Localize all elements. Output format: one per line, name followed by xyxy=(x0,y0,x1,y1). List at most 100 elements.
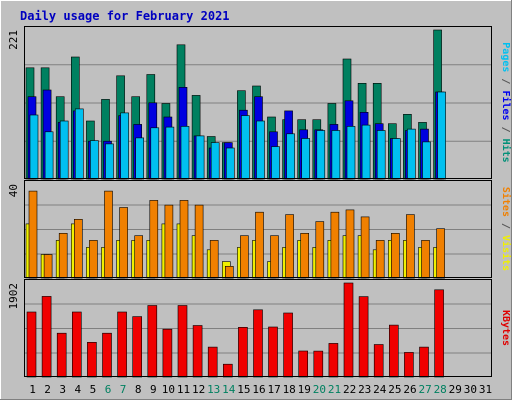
hits-bar-pages-7 xyxy=(120,112,129,180)
kbytes-bar-kbytes-24 xyxy=(373,344,384,378)
sites-bar-sites-9 xyxy=(149,200,159,279)
kbytes-bar-kbytes-27 xyxy=(419,346,429,378)
panel-kbytes-max-label: 1902 xyxy=(7,283,20,310)
x-tick-label-19: 19 xyxy=(298,383,311,396)
sites-bar-sites-7 xyxy=(119,207,128,279)
sites-bar-sites-25 xyxy=(390,233,400,279)
sites-bar-sites-22 xyxy=(345,209,355,279)
hits-bar-pages-14 xyxy=(226,147,235,180)
sites-bar-sites-5 xyxy=(89,240,98,279)
hits-bar-pages-23 xyxy=(361,124,371,180)
legend-entry: / xyxy=(500,121,511,139)
x-tick-label-14: 14 xyxy=(222,383,236,396)
kbytes-bar-kbytes-25 xyxy=(388,324,399,378)
x-tick-label-23: 23 xyxy=(358,383,371,396)
sites-bar-sites-11 xyxy=(179,200,189,279)
x-tick-label-2: 2 xyxy=(44,383,51,396)
panel-sites-max-label: 40 xyxy=(7,184,20,197)
kbytes-bar-kbytes-9 xyxy=(147,305,158,378)
x-tick-label-25: 25 xyxy=(388,383,401,396)
kbytes-bar-kbytes-22 xyxy=(343,282,354,378)
panel-sites-border xyxy=(24,180,492,278)
x-tick-label-31: 31 xyxy=(479,383,492,396)
hits-bar-pages-4 xyxy=(75,108,84,180)
x-tick-label-4: 4 xyxy=(74,383,81,396)
hits-bar-pages-10 xyxy=(165,126,175,180)
hits-bar-pages-22 xyxy=(346,126,356,180)
kbytes-bar-kbytes-8 xyxy=(132,316,142,378)
legend-entry: Visits xyxy=(500,235,512,271)
x-tick-label-29: 29 xyxy=(449,383,462,396)
hits-bar-pages-21 xyxy=(331,130,341,180)
x-tick-label-28: 28 xyxy=(434,383,447,396)
kbytes-bar-kbytes-1 xyxy=(26,311,37,378)
sites-bar-sites-21 xyxy=(330,211,340,279)
x-tick-label-8: 8 xyxy=(135,383,142,396)
panel-sites-legend: Sites / Visits xyxy=(500,187,512,271)
panel-kbytes-legend: KBytes xyxy=(500,310,511,346)
sites-bar-sites-12 xyxy=(194,204,204,279)
sites-bar-sites-1 xyxy=(28,190,38,279)
x-tick-label-11: 11 xyxy=(177,383,190,396)
sites-bar-sites-27 xyxy=(421,240,430,279)
x-tick-label-18: 18 xyxy=(283,383,296,396)
sites-bar-sites-15 xyxy=(240,235,249,279)
hits-bar-pages-20 xyxy=(316,130,326,180)
panel-kbytes: 1902 KBytes xyxy=(7,279,511,378)
x-tick-label-3: 3 xyxy=(59,383,66,396)
hits-bar-pages-1 xyxy=(29,114,39,180)
x-tick-label-20: 20 xyxy=(313,383,326,396)
kbytes-bar-kbytes-18 xyxy=(283,312,293,378)
sites-bar-sites-2 xyxy=(43,254,53,279)
panel-hits: 221 Pages / Files / Hits xyxy=(7,26,512,180)
sites-bar-sites-17 xyxy=(270,235,279,279)
kbytes-bar-kbytes-17 xyxy=(268,326,278,378)
hits-bar-pages-28 xyxy=(437,91,446,180)
kbytes-bar-kbytes-26 xyxy=(404,352,414,378)
panel-hits-max-label: 221 xyxy=(7,30,20,50)
kbytes-bar-kbytes-16 xyxy=(253,309,263,378)
sites-bar-sites-20 xyxy=(315,221,325,279)
legend-entry: Sites xyxy=(500,187,512,217)
x-tick-label-27: 27 xyxy=(418,383,431,396)
hits-bar-pages-13 xyxy=(210,142,220,180)
panel-hits-border xyxy=(24,26,492,179)
kbytes-bar-kbytes-11 xyxy=(177,305,188,378)
kbytes-bar-kbytes-23 xyxy=(358,296,369,378)
sites-bar-sites-6 xyxy=(104,190,113,279)
hits-bar-pages-16 xyxy=(256,120,265,180)
x-axis: 1 2 3 4 5 6 7 8 9 10 11 12 13 14 15 16 17 18 19 20 21 22 23 24 2… xyxy=(29,383,492,396)
sites-bar-sites-28 xyxy=(436,228,445,279)
sites-bar-sites-23 xyxy=(360,216,370,279)
hits-bar-pages-12 xyxy=(195,135,205,180)
hits-bar-pages-24 xyxy=(376,130,386,180)
hits-bar-pages-17 xyxy=(271,146,280,180)
x-tick-label-12: 12 xyxy=(192,383,205,396)
kbytes-bar-kbytes-2 xyxy=(41,296,52,378)
kbytes-bar-kbytes-4 xyxy=(72,311,82,378)
kbytes-bar-kbytes-28 xyxy=(434,289,444,378)
legend-entry: Pages xyxy=(500,42,511,72)
x-tick-label-15: 15 xyxy=(237,383,250,396)
kbytes-bar-kbytes-7 xyxy=(117,311,127,378)
chart-title: Daily usage for February 2021 xyxy=(20,9,230,23)
hits-bar-pages-11 xyxy=(180,126,190,180)
x-tick-label-16: 16 xyxy=(252,383,265,396)
x-tick-label-21: 21 xyxy=(328,383,341,396)
kbytes-bar-kbytes-12 xyxy=(192,325,203,378)
x-tick-label-22: 22 xyxy=(343,383,356,396)
kbytes-bar-kbytes-21 xyxy=(328,343,339,378)
x-tick-label-24: 24 xyxy=(373,383,387,396)
sites-bar-sites-3 xyxy=(58,233,68,279)
kbytes-bar-kbytes-14 xyxy=(223,363,233,378)
legend-entry: Files xyxy=(500,90,512,120)
sites-bar-sites-13 xyxy=(209,240,219,279)
kbytes-bar-kbytes-15 xyxy=(238,326,248,378)
sites-bar-sites-14 xyxy=(225,265,234,279)
sites-bar-sites-4 xyxy=(74,219,83,279)
sites-bar-sites-8 xyxy=(134,235,143,279)
sites-bar-sites-24 xyxy=(375,240,385,279)
chart-panels: 221 Pages / Files / Hits 40 Sites / Visits 1… xyxy=(7,26,512,378)
x-tick-label-13: 13 xyxy=(207,383,220,396)
